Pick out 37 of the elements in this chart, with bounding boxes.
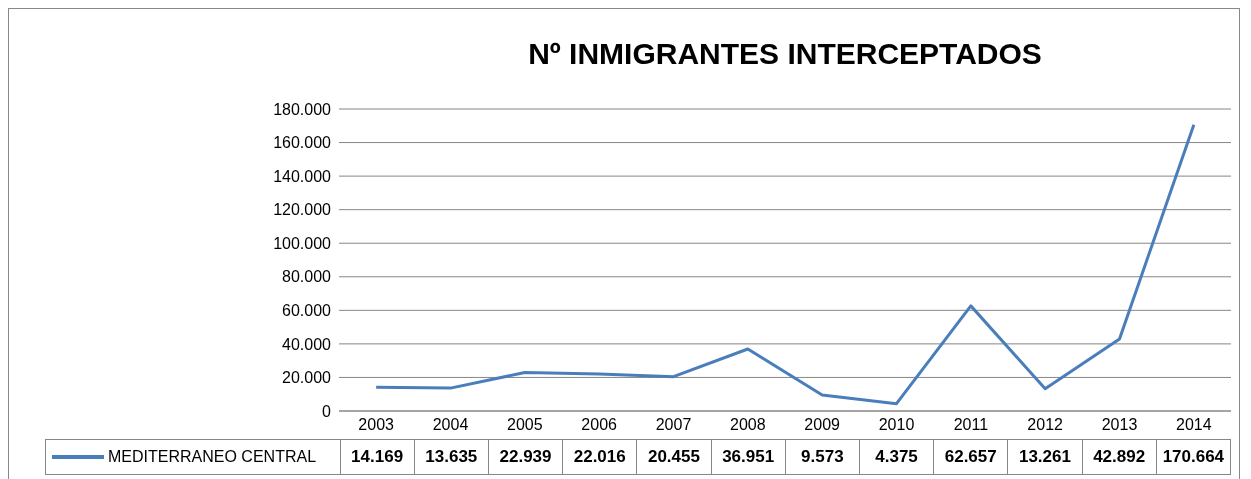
chart-title: Nº INMIGRANTES INTERCEPTADOS	[527, 37, 1043, 71]
y-tick-label: 140.000	[273, 167, 332, 185]
y-tick-label: 100.000	[273, 234, 332, 252]
y-tick-label: 0	[322, 402, 332, 420]
x-tick-label: 2013	[1101, 416, 1138, 434]
x-tick-label: 2014	[1176, 416, 1212, 434]
data-label: 62.657	[933, 440, 1008, 474]
x-tick-label: 2008	[730, 416, 766, 434]
y-tick-label: 60.000	[282, 302, 332, 320]
x-tick-label: 2011	[953, 416, 989, 434]
data-label: 22.939	[487, 440, 563, 474]
x-tick-label: 2005	[507, 416, 543, 434]
data-label: 4.375	[858, 440, 934, 474]
data-label: 170.664	[1155, 440, 1230, 474]
data-label: 13.635	[413, 440, 488, 474]
x-tick-label: 2010	[878, 416, 915, 434]
x-tick-label: 2009	[804, 416, 841, 434]
data-label: 22.016	[562, 440, 637, 474]
y-tick-label: 160.000	[273, 134, 332, 152]
legend-label: MEDITERRANEO CENTRAL	[108, 448, 317, 466]
line-series	[374, 123, 1196, 406]
y-tick-label: 120.000	[273, 201, 332, 219]
x-tick-label: 2006	[581, 416, 618, 434]
y-tick-label: 80.000	[282, 268, 332, 286]
y-tick-label: 40.000	[282, 335, 332, 353]
data-label: 14.169	[339, 440, 414, 474]
x-tick-label: 2012	[1027, 416, 1064, 434]
x-tick-label: 2004	[432, 416, 469, 434]
data-label: 9.573	[784, 440, 859, 474]
y-tick-label: 180.000	[273, 100, 332, 118]
x-tick-label: 2003	[358, 416, 395, 434]
data-label: 36.951	[710, 440, 785, 474]
data-label: 13.261	[1007, 440, 1082, 474]
y-tick-label: 20.000	[282, 369, 332, 387]
data-label: 20.455	[636, 440, 711, 474]
data-label: 42.892	[1081, 440, 1156, 474]
x-tick-label: 2007	[655, 416, 692, 434]
